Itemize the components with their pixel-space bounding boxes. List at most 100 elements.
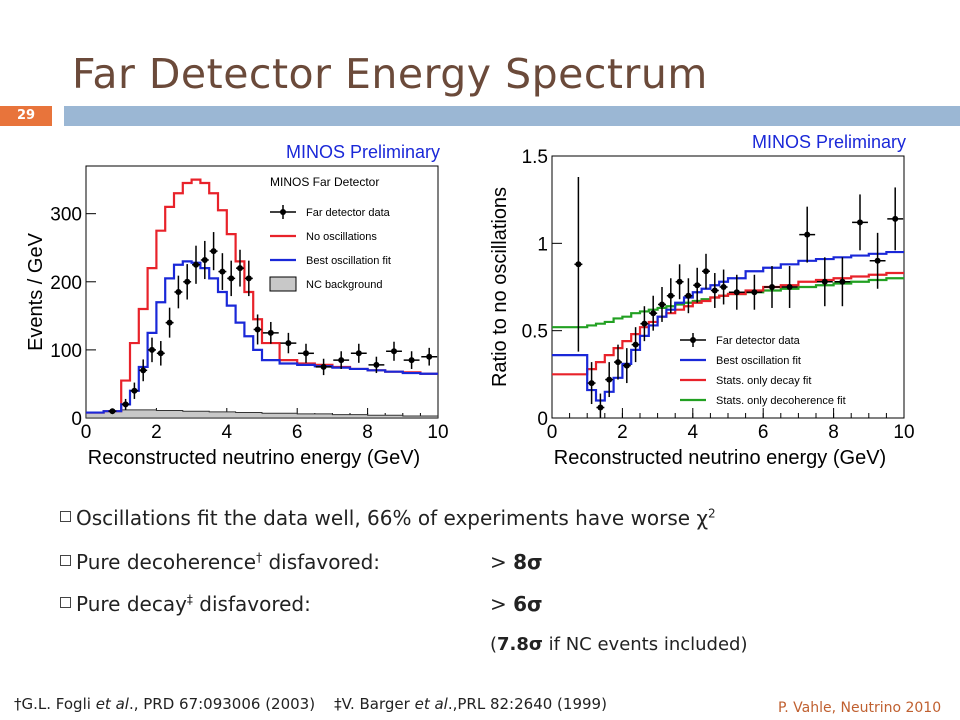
x-tick-label: 0 [81, 422, 92, 443]
data-marker [285, 340, 292, 347]
data-point [693, 267, 702, 303]
data-marker [228, 275, 235, 282]
legend-label: NC background [306, 279, 382, 291]
data-marker [720, 284, 727, 290]
data-point [710, 273, 719, 308]
data-marker [303, 350, 309, 357]
footnote: †G.L. Fogli et al., PRD 67:093006 (2003)… [14, 695, 607, 713]
preliminary-banner: MINOS Preliminary [752, 132, 906, 152]
x-tick-label: 8 [362, 422, 373, 443]
page-number: 29 [0, 106, 52, 126]
data-marker [839, 278, 846, 285]
data-marker [245, 275, 252, 282]
data-marker [786, 284, 793, 290]
bullet-text: Pure decoherence [76, 550, 257, 574]
data-point [209, 232, 218, 271]
data-point [368, 356, 385, 374]
header-bar [64, 106, 960, 126]
x-tick-label: 4 [222, 422, 233, 443]
y-tick-label: 100 [50, 341, 82, 362]
data-marker [804, 231, 811, 238]
ref2-post: .,PRL 82:2640 (1999) [447, 695, 607, 713]
y-tick-label: 300 [50, 205, 82, 226]
data-point [596, 393, 605, 418]
data-point [799, 206, 816, 263]
data-marker [193, 261, 199, 268]
data-marker [685, 292, 692, 299]
data-marker [623, 362, 630, 369]
note-value: 7.8σ [497, 634, 543, 655]
decoherence-fit-line [552, 277, 904, 329]
legend-entry: Stats. only decoherence fit [680, 395, 846, 407]
bullet-oscillations: Oscillations fit the data well, 66% of e… [60, 506, 716, 530]
data-marker [320, 363, 327, 370]
data-marker [408, 357, 415, 364]
bullet-sup: 2 [708, 506, 716, 521]
data-marker [373, 361, 380, 368]
data-point [386, 341, 402, 361]
data-marker [632, 341, 639, 348]
y-tick-label: 1 [537, 234, 548, 255]
data-marker [751, 289, 758, 296]
data-marker [109, 408, 116, 415]
legend-entry: Best oscillation fit [270, 255, 391, 267]
legend-entry: No oscillations [270, 231, 377, 243]
data-point [218, 253, 227, 290]
legend-label: Stats. only decay fit [716, 375, 811, 387]
data-point [350, 343, 367, 363]
data-marker [391, 348, 397, 355]
data-point [622, 348, 631, 384]
ref1-pre: †G.L. Fogli [14, 695, 96, 713]
preliminary-banner: MINOS Preliminary [286, 142, 440, 162]
y-axis-label: Events / GeV [25, 232, 47, 350]
data-point [764, 266, 780, 308]
data-marker [597, 404, 604, 411]
data-point [262, 321, 279, 344]
bullet-suffix: disfavored: [192, 592, 311, 616]
legend-title: MINOS Far Detector [270, 175, 379, 189]
x-tick-label: 10 [427, 422, 448, 443]
slide-title: Far Detector Energy Spectrum [72, 50, 708, 98]
legend-swatch-dot [690, 337, 696, 343]
data-marker [874, 257, 881, 264]
y-tick-label: 1.5 [522, 147, 548, 168]
legend-label: Far detector data [716, 335, 801, 347]
data-point [165, 307, 174, 338]
data-point [816, 257, 833, 307]
data-point [702, 253, 710, 289]
legend-label: Best oscillation fit [716, 355, 801, 367]
data-marker [219, 268, 226, 275]
data-point [887, 187, 904, 251]
bullet-sup: ‡ [186, 592, 193, 607]
data-point [719, 269, 728, 305]
data-point [614, 344, 622, 380]
data-marker [588, 380, 595, 387]
data-marker [733, 289, 740, 296]
data-point [684, 278, 693, 314]
data-point [108, 408, 117, 415]
nc-background-area [86, 409, 438, 418]
data-point [244, 260, 253, 297]
data-point [280, 332, 297, 354]
data-marker [667, 292, 674, 299]
data-point [834, 257, 851, 307]
data-point [781, 266, 798, 308]
bullet-decoherence: Pure decoherence† disfavored: > 8σ [60, 550, 543, 574]
legend-swatch-box [269, 276, 297, 292]
decay-fit-line [552, 271, 904, 376]
x-tick-label: 4 [688, 422, 699, 443]
data-marker [426, 353, 433, 360]
data-marker [338, 357, 345, 364]
value-gt: > [490, 592, 514, 616]
data-point [183, 264, 192, 300]
y-axis-label: Ratio to no oscillations [489, 187, 511, 387]
data-marker [606, 376, 613, 383]
data-point [156, 341, 165, 366]
curves-group [86, 178, 438, 418]
data-marker [659, 301, 665, 308]
data-point [746, 274, 763, 310]
legend-swatch-dot [280, 209, 286, 215]
data-marker [650, 310, 657, 317]
ref2-etal: et al [414, 695, 448, 713]
data-point [574, 176, 583, 352]
